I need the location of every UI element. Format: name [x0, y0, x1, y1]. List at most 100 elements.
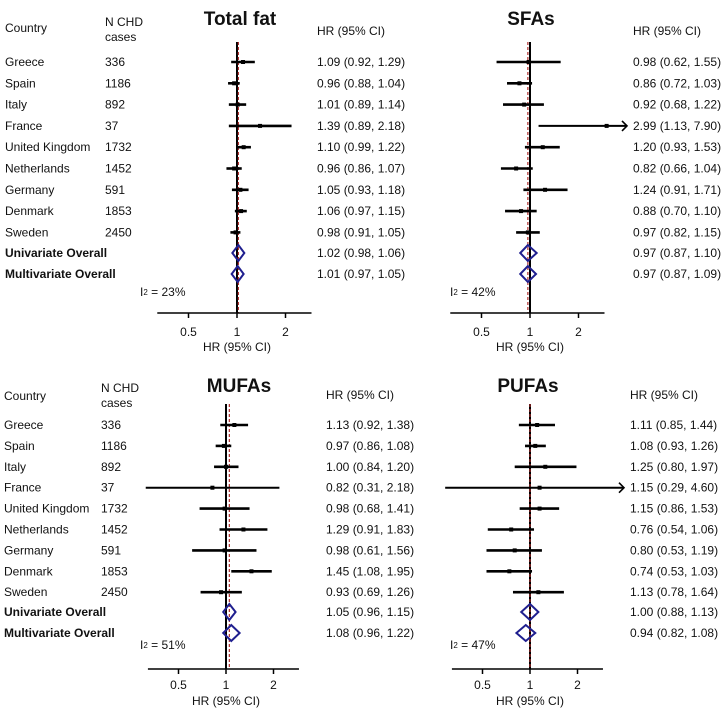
- overall-diamond: [221, 623, 242, 643]
- n-cases-value: 37: [101, 481, 115, 495]
- overall-diamond: [518, 243, 539, 263]
- point-estimate: [519, 209, 524, 214]
- hr-ci-value: 0.98 (0.62, 1.55): [633, 55, 721, 69]
- i2-index: 2: [453, 641, 458, 650]
- hr-ci-value: 1.05 (0.96, 1.15): [326, 605, 414, 619]
- overall-diamond: [518, 264, 538, 284]
- country-label: Spain: [4, 439, 35, 453]
- overall-diamond: [221, 602, 237, 622]
- point-estimate: [241, 145, 246, 150]
- panel-sfas: SFAs HR (95% CI) 0.98 (0.62, 1.55) 0.86 (0.…: [450, 9, 721, 354]
- x-tick-label: 2: [575, 325, 582, 339]
- point-estimate: [526, 60, 531, 64]
- point-estimate: [535, 423, 540, 427]
- n-cases-header-line1: N CHD: [105, 15, 143, 29]
- hr-column-header: HR (95% CI): [317, 24, 385, 38]
- hr-ci-value: 0.98 (0.91, 1.05): [317, 225, 405, 239]
- i2-equals: =: [458, 638, 472, 652]
- i2-symbol: I: [450, 285, 453, 299]
- overall-diamond: [519, 602, 540, 622]
- hr-ci-value: 2.99 (1.13, 7.90): [633, 119, 721, 133]
- hr-ci-value: 0.80 (0.53, 1.19): [630, 543, 718, 557]
- hr-ci-value: 1.11 (0.85, 1.44): [630, 418, 717, 432]
- point-estimate: [239, 209, 244, 214]
- n-cases-value: 1853: [105, 204, 132, 218]
- point-estimate: [540, 145, 545, 150]
- x-tick-label: 2: [282, 325, 289, 339]
- point-estimate: [238, 187, 243, 192]
- n-cases-value: 591: [101, 543, 121, 557]
- point-estimate: [536, 590, 541, 595]
- n-cases-value: 1853: [101, 564, 128, 578]
- hr-ci-value: 1.00 (0.84, 1.20): [326, 460, 414, 474]
- hr-ci-value: 0.98 (0.68, 1.41): [326, 502, 414, 516]
- point-estimate: [522, 102, 527, 107]
- hr-ci-value: 1.05 (0.93, 1.18): [317, 183, 405, 197]
- hr-ci-value: 1.25 (0.80, 1.97): [630, 460, 718, 474]
- hr-ci-value: 0.92 (0.68, 1.22): [633, 98, 721, 112]
- point-estimate: [222, 506, 227, 511]
- hr-column-header: HR (95% CI): [326, 388, 394, 402]
- country-label: Greece: [4, 418, 44, 432]
- panel-pufas: PUFAs HR (95% CI) 1.11 (0.85, 1.44) 1.08 (0…: [445, 376, 718, 708]
- country-label: Netherlands: [4, 523, 69, 537]
- n-cases-header-line1: N CHD: [101, 381, 139, 395]
- hr-ci-value: 1.20 (0.93, 1.53): [633, 140, 721, 154]
- hr-ci-value: 0.97 (0.87, 1.09): [633, 267, 721, 281]
- hr-ci-value: 0.86 (0.72, 1.03): [633, 76, 721, 90]
- i2-equals: =: [148, 285, 162, 299]
- n-cases-value: 1732: [105, 140, 132, 154]
- n-cases-value: 892: [101, 460, 121, 474]
- n-cases-header-line2: cases: [101, 396, 132, 410]
- n-cases-value: 37: [105, 119, 119, 133]
- country-label: Italy: [4, 460, 26, 474]
- n-cases-value: 1732: [101, 502, 128, 516]
- country-label: Netherlands: [5, 162, 70, 176]
- x-tick-label: 0.5: [180, 325, 197, 339]
- hr-ci-value: 0.74 (0.53, 1.03): [630, 564, 718, 578]
- hr-ci-value: 0.96 (0.86, 1.07): [317, 162, 405, 176]
- hr-ci-value: 1.39 (0.89, 2.18): [317, 119, 405, 133]
- x-tick-label: 2: [270, 678, 277, 692]
- i2-index: 2: [143, 641, 148, 650]
- i2-heterogeneity-label: I2 = 47%: [450, 638, 496, 652]
- i2-value: 47%: [471, 638, 495, 652]
- x-tick-label: 0.5: [170, 678, 187, 692]
- x-tick-label: 2: [574, 678, 581, 692]
- country-label: Denmark: [5, 204, 55, 218]
- ci-arrow-icon: [621, 120, 629, 132]
- n-cases-value: 336: [105, 55, 125, 69]
- n-cases-value: 2450: [101, 585, 128, 599]
- hr-ci-value: 0.97 (0.82, 1.15): [633, 225, 721, 239]
- point-estimate: [525, 230, 530, 235]
- i2-heterogeneity-label: I2 = 42%: [450, 285, 496, 299]
- point-estimate: [232, 166, 237, 171]
- hr-ci-value: 1.15 (0.29, 4.60): [630, 481, 718, 495]
- hr-ci-value: 1.24 (0.91, 1.71): [633, 183, 721, 197]
- n-cases-value: 1186: [105, 76, 131, 90]
- country-label: France: [4, 481, 42, 495]
- hr-column-header: HR (95% CI): [633, 24, 701, 38]
- overall-label: Univariate Overall: [4, 605, 106, 619]
- n-cases-value: 591: [105, 183, 125, 197]
- point-estimate: [233, 230, 238, 235]
- point-estimate: [258, 123, 263, 128]
- country-label: United Kingdom: [4, 502, 89, 516]
- i2-index: 2: [453, 288, 458, 297]
- panel-title: SFAs: [507, 9, 555, 30]
- point-estimate: [224, 464, 228, 469]
- hr-ci-value: 1.06 (0.97, 1.15): [317, 204, 405, 218]
- x-tick-label: 1: [527, 325, 534, 339]
- point-estimate: [509, 527, 514, 532]
- i2-symbol: I: [140, 638, 143, 652]
- hr-ci-value: 1.13 (0.78, 1.64): [630, 585, 718, 599]
- country-label: Denmark: [4, 564, 54, 578]
- i2-symbol: I: [450, 638, 453, 652]
- hr-ci-value: 1.15 (0.86, 1.53): [630, 502, 718, 516]
- panel-title: Total fat: [204, 9, 277, 30]
- hr-ci-value: 0.93 (0.69, 1.26): [326, 585, 414, 599]
- point-estimate: [543, 464, 548, 469]
- country-column-header: Country: [5, 21, 47, 35]
